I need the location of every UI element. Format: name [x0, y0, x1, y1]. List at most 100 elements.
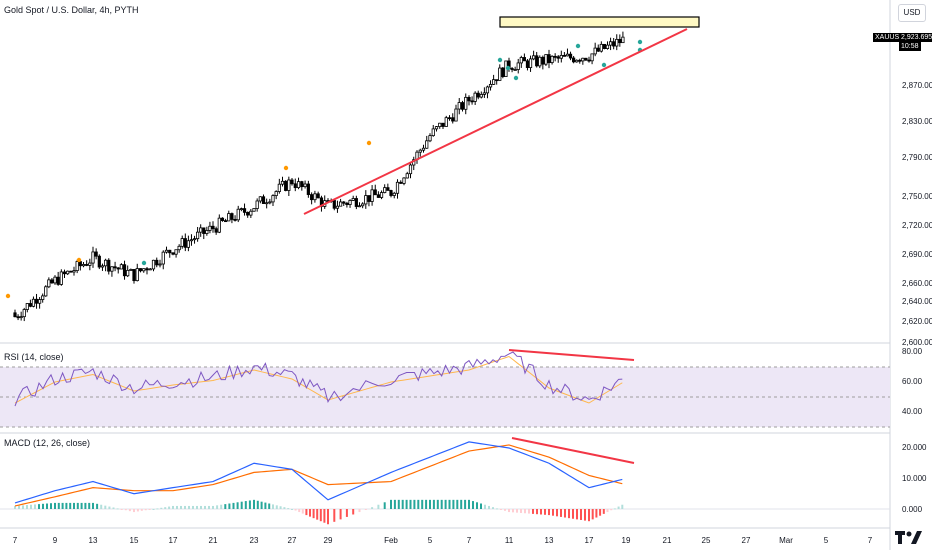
macd-histogram-bar [496, 508, 498, 510]
candle-body [556, 56, 560, 59]
candle-body [183, 238, 187, 248]
macd-histogram-bar [253, 499, 255, 509]
candle-body [62, 271, 67, 275]
macd-histogram-bar [613, 508, 616, 510]
price-axis-label: 2,660.000 [902, 279, 932, 288]
candle-body [284, 180, 288, 191]
candle-body [479, 94, 483, 98]
macd-histogram-bar [14, 505, 16, 509]
macd-histogram-bar [564, 509, 566, 518]
macd-histogram-bar [584, 509, 586, 521]
candle-body [56, 276, 60, 285]
macd-histogram-bar [371, 507, 374, 509]
macd-histogram-bar [500, 509, 502, 510]
candle-body [214, 228, 218, 233]
macd-histogram-bar [69, 502, 72, 509]
candle-body [335, 205, 340, 209]
macd-histogram-bar [333, 509, 336, 522]
candle-body [122, 264, 127, 277]
time-axis-label: 27 [742, 536, 751, 545]
macd-histogram-bar [476, 502, 478, 509]
macd-histogram-bar [309, 509, 311, 517]
macd-divergence-line[interactable] [511, 437, 635, 464]
time-axis-label: Feb [384, 536, 398, 545]
macd-histogram-bar [621, 504, 624, 509]
signal-marker [366, 140, 372, 146]
candle-body [91, 251, 95, 264]
candle-body [408, 164, 413, 175]
macd-histogram-bar [240, 501, 243, 509]
macd-histogram-bar [544, 509, 546, 515]
macd-histogram-bar [417, 499, 420, 509]
time-axis-label: 11 [505, 536, 514, 545]
candle-body [602, 43, 607, 49]
candle-body [107, 259, 111, 272]
rsi-lines [14, 351, 623, 407]
candle-body [454, 108, 458, 122]
candle-body [239, 208, 243, 210]
time-axis-label: 21 [209, 536, 218, 545]
ascending-trendline[interactable] [303, 28, 688, 215]
macd-histogram-bar [65, 502, 68, 509]
tradingview-logo[interactable] [893, 528, 925, 546]
macd-histogram-bar [580, 509, 582, 520]
candle-body [593, 47, 597, 55]
candle-body [535, 55, 539, 67]
candle-body [224, 220, 228, 223]
resistance-zone[interactable] [499, 16, 700, 28]
currency-button[interactable]: USD [898, 4, 926, 22]
candle-body [242, 208, 247, 213]
macd-histogram-bar [152, 509, 155, 510]
macd-histogram-bar [568, 509, 570, 519]
macd-histogram-bar [588, 509, 590, 522]
signal-marker [497, 57, 503, 63]
candle-body [395, 181, 400, 194]
time-axis-label: 15 [130, 536, 139, 545]
candle-body [313, 193, 317, 201]
candle-body [50, 279, 54, 284]
candle-body [361, 203, 365, 207]
price-axis-label: 2,750.000 [902, 192, 932, 201]
macd-histogram-bar [492, 507, 494, 509]
macd-histogram-bar [532, 509, 534, 514]
rsi-divergence-line[interactable] [508, 349, 635, 361]
macd-histogram-bar [73, 502, 75, 509]
macd-histogram-bar [100, 504, 103, 509]
candle-body [364, 195, 368, 205]
candle-body [473, 92, 477, 102]
macd-histogram-bar [606, 509, 609, 513]
candle-body [306, 183, 310, 195]
candle-body [464, 96, 468, 110]
macd-histogram-bar [133, 509, 135, 513]
macd-histogram-bar [236, 502, 239, 509]
candle-body [596, 47, 600, 52]
signal-marker [505, 65, 511, 71]
price-axis-label: 2,620.000 [902, 317, 932, 326]
candle-body [572, 57, 576, 63]
candle-body [538, 56, 542, 67]
macd-histogram-bar [148, 509, 151, 510]
candle-body [44, 286, 48, 297]
candle-body [100, 265, 105, 268]
macd-histogram-bar [104, 505, 107, 509]
candle-body [220, 217, 225, 222]
macd-histogram-bar [345, 509, 348, 517]
macd-signal-line [14, 444, 623, 507]
candle-body [447, 117, 452, 120]
signal-marker [637, 39, 643, 45]
rsi-line [14, 351, 623, 407]
candle-body [421, 147, 426, 151]
price-candles [5, 31, 643, 322]
macd-histogram-bar [528, 509, 530, 514]
rsi-axis-label: 80.00 [902, 347, 923, 356]
macd-histogram-bar [327, 509, 329, 525]
candle-body [158, 263, 162, 266]
macd-histogram-bar [305, 509, 308, 516]
macd-histogram-bar [432, 499, 435, 509]
candle-body [208, 225, 212, 231]
candle-body [290, 179, 294, 185]
macd-histogram-bar [480, 503, 482, 509]
price-axis-label: 2,600.000 [902, 338, 932, 347]
candle-body [132, 269, 136, 282]
